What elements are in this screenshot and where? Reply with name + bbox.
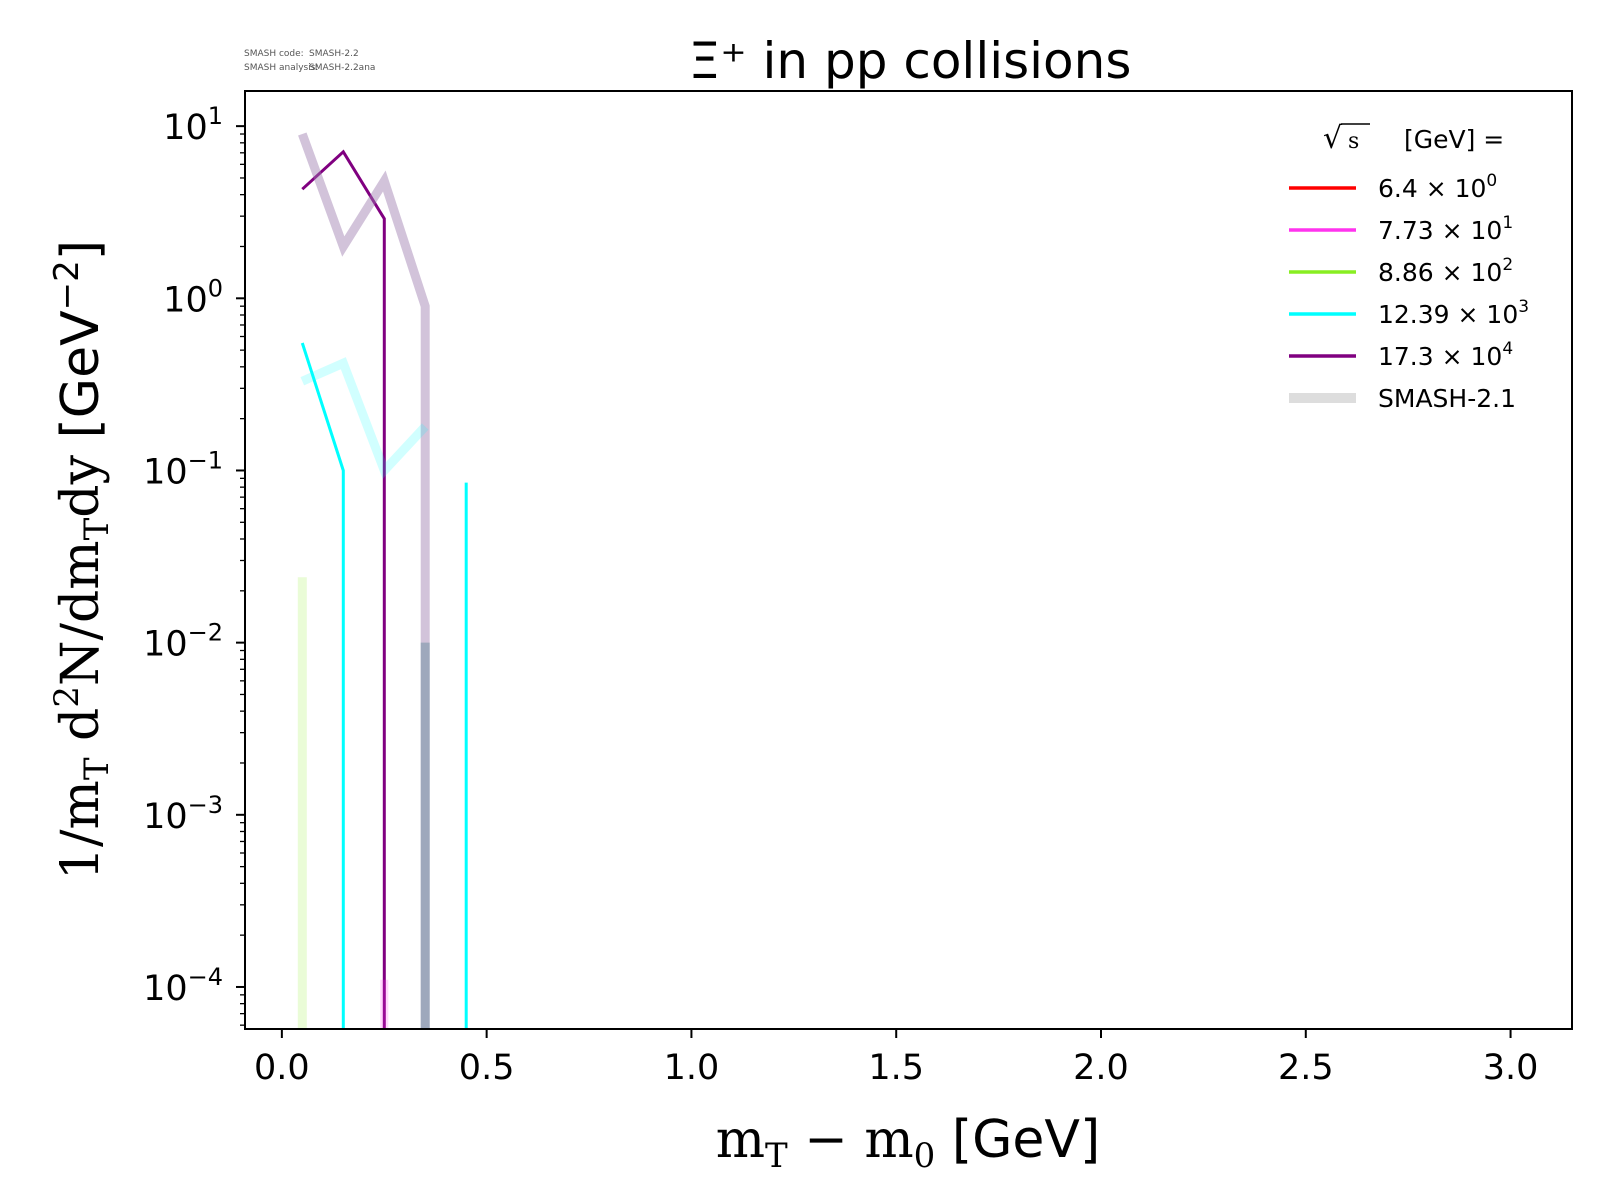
y-tick-label: 10−4 [143, 963, 223, 1009]
version-watermark: SMASH code: SMASH-2.2 SMASH analysis: SM… [244, 49, 375, 73]
legend-title-unit: [GeV] = [1404, 125, 1504, 154]
y-tick-label: 10−2 [143, 619, 223, 665]
x-axis-label: mT − m0 [GeV] [716, 1110, 1101, 1176]
watermark-analysis-val: SMASH-2.2ana [309, 63, 375, 73]
series-line-4 [300, 357, 429, 479]
legend-label: 12.39 × 103 [1378, 297, 1529, 329]
legend: √ s [GeV] = 6.4 × 100 7.73 × 101 8.86 × 10… [1289, 121, 1529, 413]
y-tick-label: 101 [163, 102, 223, 148]
y-tick-label: 10−3 [143, 791, 223, 837]
chart-title: Ξ⁺ in pp collisions [689, 32, 1132, 90]
x-tick-label: 1.0 [664, 1048, 720, 1088]
y-axis-label: 1/mT d2N/dmTdy [GeV−2] [47, 240, 117, 880]
x-tick-label: 1.5 [868, 1048, 924, 1088]
watermark-analysis-key: SMASH analysis: [244, 63, 318, 73]
legend-label: 7.73 × 101 [1378, 213, 1513, 245]
watermark-code-val: SMASH-2.2 [309, 49, 359, 59]
legend-sqrt-s: s [1348, 129, 1359, 154]
legend-sqrt-symbol: √ [1323, 121, 1343, 156]
x-tick-label: 2.5 [1278, 1048, 1334, 1088]
x-tick-label: 2.0 [1073, 1048, 1129, 1088]
series-layer [297, 132, 468, 1029]
series-line-0 [301, 149, 386, 1029]
legend-label: SMASH-2.1 [1378, 384, 1516, 413]
watermark-code-key: SMASH code: [244, 49, 304, 59]
plot-frame [244, 90, 1573, 1030]
x-tick-label: 3.0 [1483, 1048, 1539, 1088]
legend-entries: 6.4 × 100 7.73 × 101 8.86 × 102 12.39 × 103… [1289, 171, 1529, 413]
series-line-1 [300, 342, 345, 1029]
legend-label: 17.3 × 104 [1378, 339, 1513, 371]
x-axis-ticks: 0.0 0.5 1.0 1.5 2.0 2.5 3.0 [254, 1029, 1538, 1088]
legend-label: 8.86 × 102 [1378, 255, 1513, 287]
legend-label: 6.4 × 100 [1378, 171, 1497, 203]
y-tick-label: 10−1 [143, 446, 223, 492]
y-axis-ticks: 101 100 10−1 10−2 10−3 10−4 [143, 102, 245, 1026]
series-line-3 [298, 132, 430, 1029]
y-tick-label: 100 [163, 274, 223, 320]
x-tick-label: 0.5 [459, 1048, 515, 1088]
x-tick-label: 0.0 [254, 1048, 310, 1088]
